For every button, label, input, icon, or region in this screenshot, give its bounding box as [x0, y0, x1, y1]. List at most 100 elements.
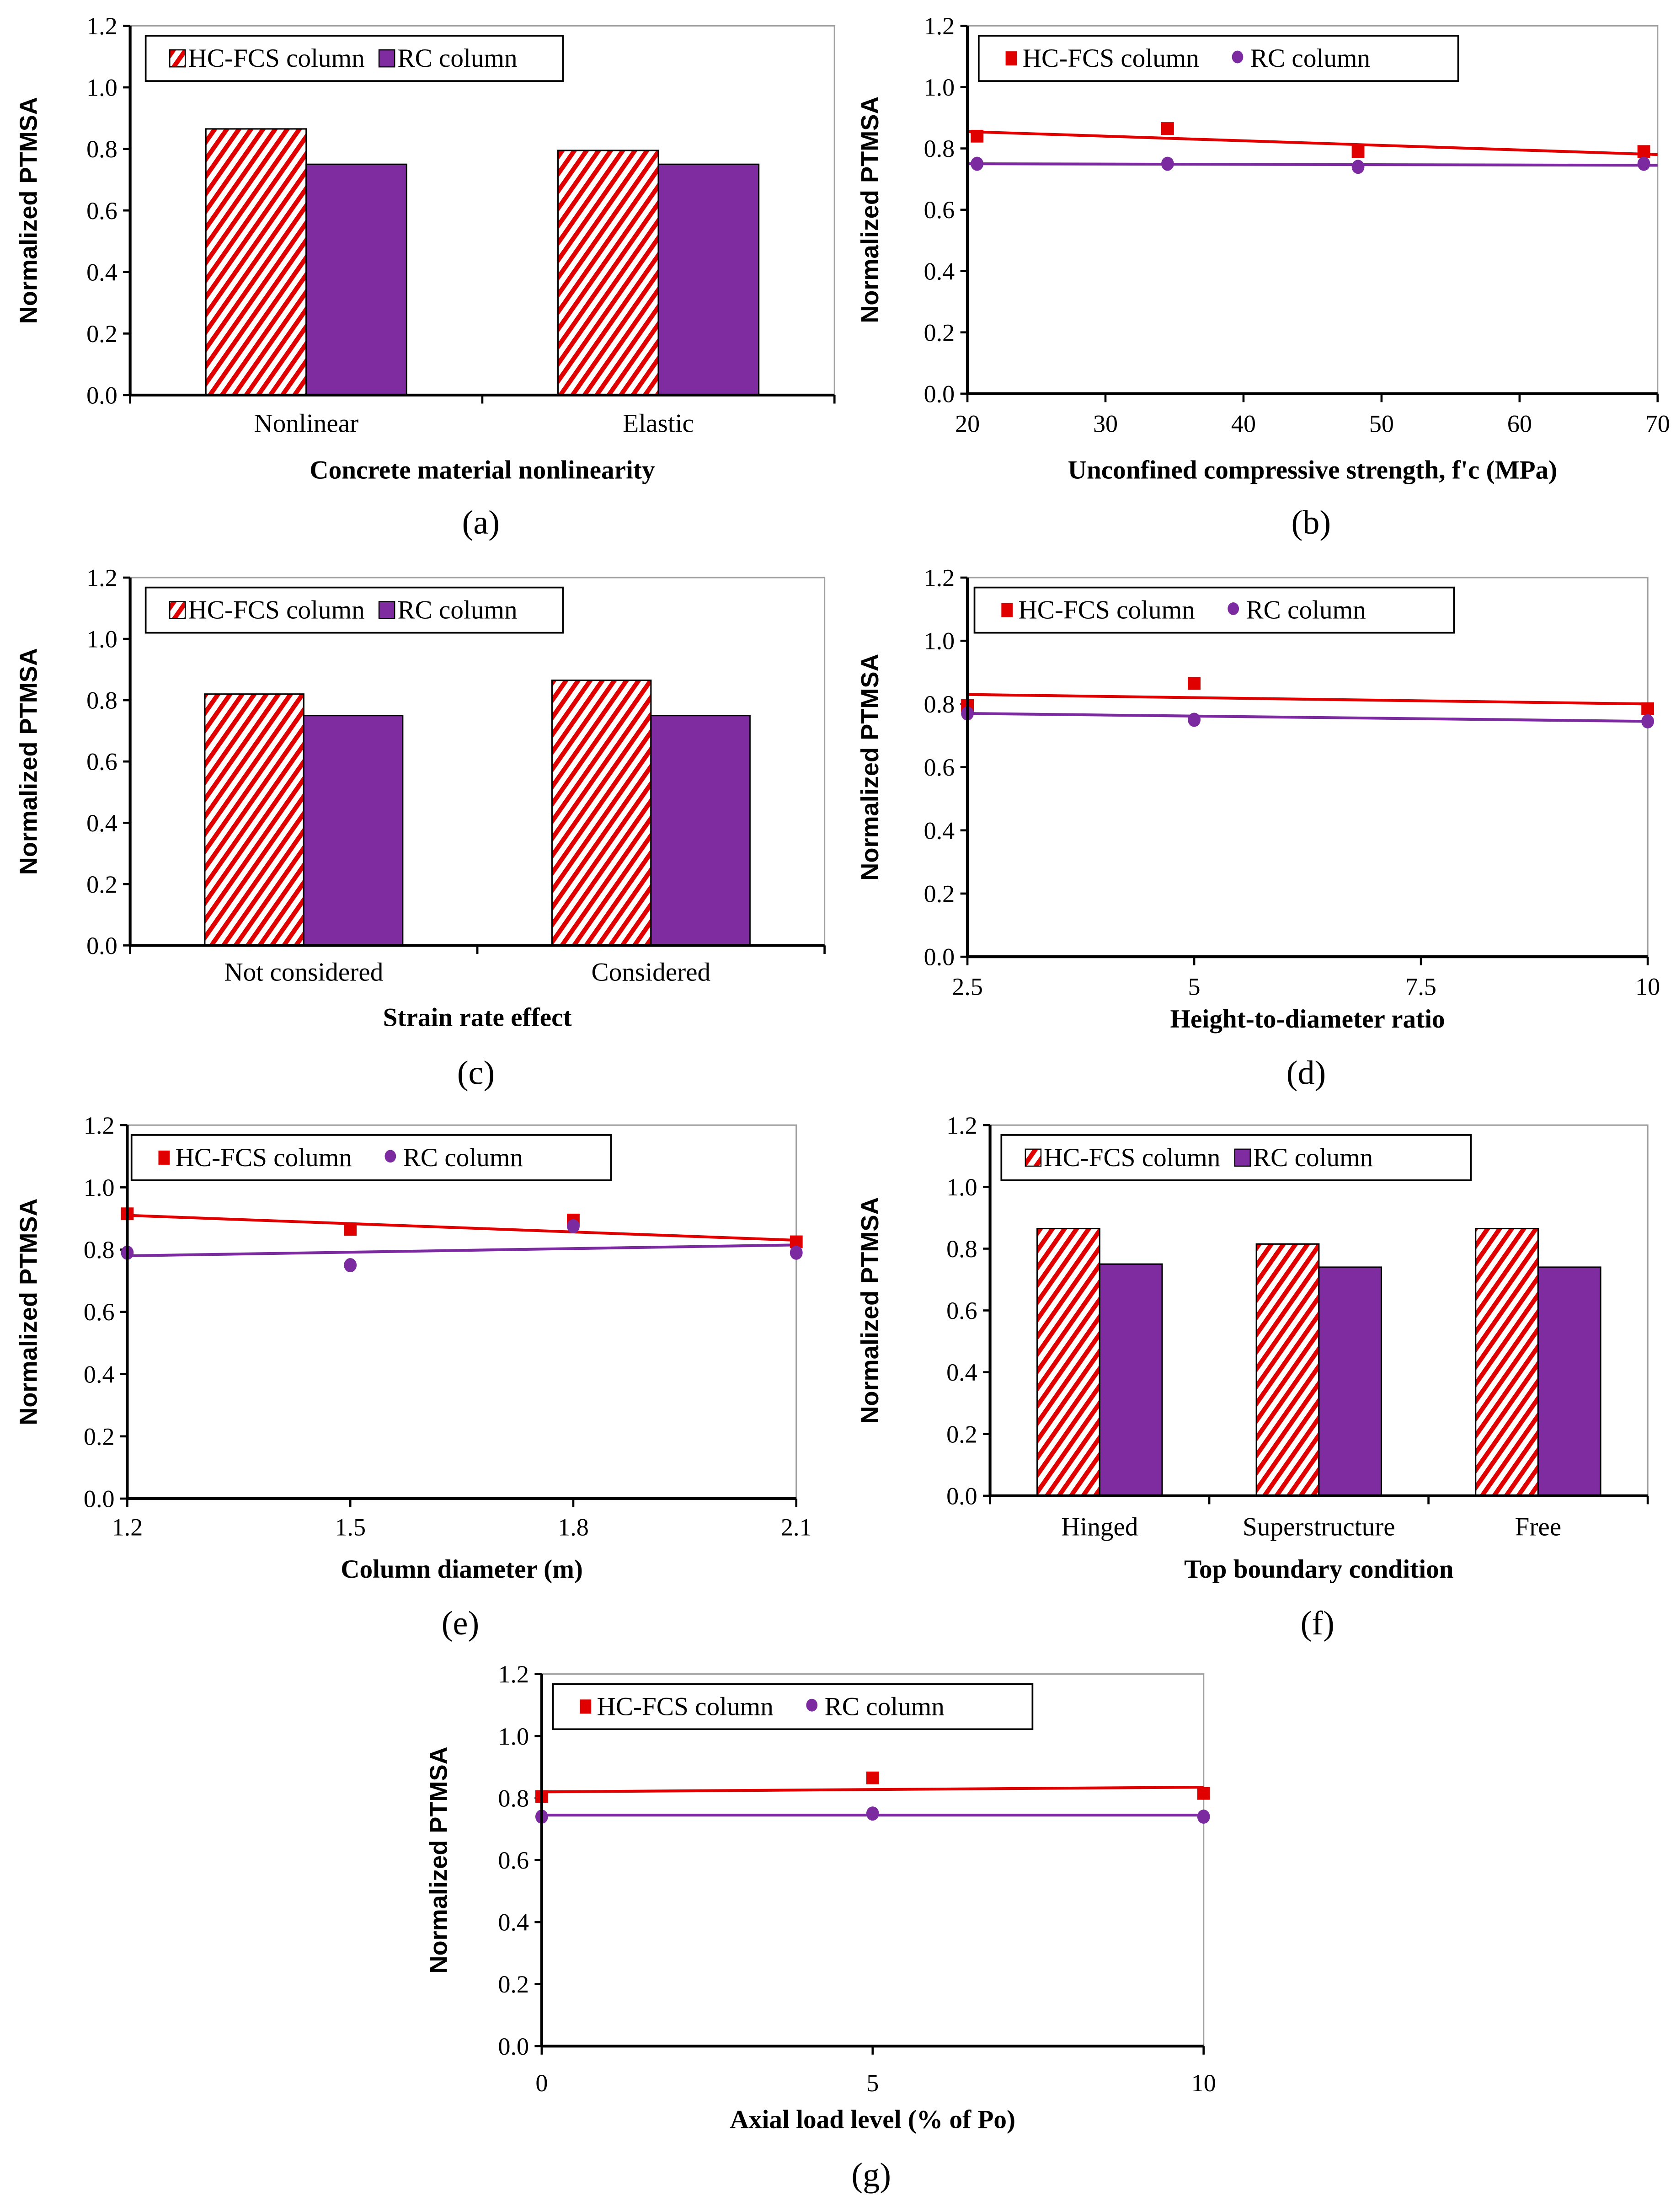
legend-marker-rc: [1228, 602, 1239, 615]
trendline-hcfcs: [967, 693, 1648, 706]
x-axis-label: Unconfined compressive strength, f'c (MP…: [1068, 455, 1558, 484]
y-tick-label: 1.0: [498, 1723, 529, 1750]
data-point-hcfcs: [1197, 1787, 1210, 1800]
plot-area: [966, 25, 1659, 395]
x-tick-label: 5: [866, 2069, 879, 2097]
legend-box: [552, 1683, 1034, 1730]
data-point-hcfcs: [1637, 145, 1650, 158]
y-tick-label: 0.8: [498, 1784, 529, 1812]
y-tick-label: 1.0: [924, 627, 955, 655]
chart-panel-c: 0.0 0.2 0.4 0.6 0.8 1.0 1.2 Normalized PTMSA Not…: [15, 564, 826, 1092]
x-axis-label: Strain rate effect: [383, 1003, 572, 1032]
y-axis-label: Normalized PTMSA: [856, 653, 884, 880]
legend-label-hcfcs: HC-FCS column: [188, 596, 364, 625]
data-point-rc: [1161, 156, 1174, 171]
data-point-rc: [1188, 712, 1201, 727]
y-tick-label: 0.2: [498, 1971, 529, 1998]
legend-label-rc: RC column: [397, 596, 517, 625]
trendline-hcfcs: [967, 130, 1658, 156]
legend-label-rc: RC column: [1246, 596, 1366, 625]
y-tick-label: 1.0: [924, 74, 955, 101]
legend-marker-rc: [384, 1150, 396, 1163]
data-point-rc: [790, 1245, 803, 1260]
y-tick-label: 0.2: [84, 1423, 115, 1450]
legend-swatch-hcfcs: [169, 601, 186, 619]
chart-panel-g: 0.0 0.2 0.4 0.6 0.8 1.0 1.2 Normalized PTMSA 0 5 1…: [425, 1660, 1216, 2194]
y-axis-label: Normalized PTMSA: [15, 648, 42, 875]
chart-panel-a: 0.0 0.2 0.4 0.6 0.8 1.0 1.2 Normalized PTMSA Non…: [15, 12, 836, 541]
y-tick-label: 0.6: [946, 1297, 977, 1324]
legend-swatch-hcfcs: [1025, 1148, 1042, 1167]
x-tick-label: 20: [955, 410, 980, 437]
plot-area: [126, 1124, 797, 1500]
y-axis-label: Normalized PTMSA: [15, 97, 42, 324]
x-tick-label: 1.2: [112, 1513, 143, 1541]
legend-swatch-rc: [378, 49, 395, 68]
x-tick-label: 7.5: [1405, 973, 1436, 1001]
y-tick-label: 0.6: [86, 197, 117, 225]
category-label: Free: [1515, 1512, 1562, 1541]
bar-rc: [1537, 1266, 1601, 1497]
legend-box: [977, 35, 1459, 82]
y-tick-label: 1.0: [86, 626, 117, 653]
y-tick-label: 0.2: [946, 1420, 977, 1448]
panel-label: (g): [851, 2157, 891, 2194]
panel-label: (e): [442, 1605, 479, 1642]
plot-area: [966, 577, 1649, 958]
x-tick-label: 70: [1645, 410, 1670, 437]
category-label: Considered: [592, 958, 711, 987]
legend-label-hcfcs: HC-FCS column: [188, 44, 364, 73]
legend-label-hcfcs: HC-FCS column: [176, 1143, 352, 1172]
x-tick-label: 10: [1191, 2069, 1216, 2097]
plot-area: [541, 1673, 1205, 2047]
y-tick-label: 0.4: [86, 258, 117, 286]
y-tick-label: 1.0: [84, 1174, 115, 1201]
bar-hcfcs: [1255, 1243, 1320, 1497]
data-point-hcfcs: [1351, 145, 1365, 158]
chart-panel-b: 0.0 0.2 0.4 0.6 0.8 1.0 1.2 Normalized PTMSA 20 3…: [856, 12, 1670, 541]
x-axis-label: Top boundary condition: [1184, 1555, 1453, 1584]
legend-label-hcfcs: HC-FCS column: [597, 1692, 774, 1721]
y-tick-label: 0.4: [84, 1360, 115, 1388]
y-tick-label: 0.6: [924, 196, 955, 224]
bar-rc: [303, 715, 404, 946]
legend-label-rc: RC column: [1250, 44, 1370, 73]
y-tick-label: 0.2: [924, 319, 955, 346]
y-axis-label: Normalized PTMSA: [856, 96, 884, 323]
y-tick-label: 1.2: [86, 564, 117, 592]
trendline-rc: [967, 162, 1658, 167]
y-tick-label: 0.0: [86, 381, 117, 409]
y-tick-label: 1.2: [924, 12, 955, 40]
data-point-rc: [1351, 160, 1365, 174]
legend-box: [144, 35, 564, 82]
x-tick-label: 1.8: [558, 1513, 589, 1541]
trendline-rc: [127, 1243, 796, 1258]
panel-label: (c): [457, 1055, 495, 1092]
legend-marker-hcfcs: [580, 1699, 592, 1714]
y-tick-label: 0.6: [86, 748, 117, 776]
category-label: Nonlinear: [254, 409, 358, 438]
data-point-hcfcs: [1641, 702, 1655, 715]
legend-label-hcfcs: HC-FCS column: [1044, 1143, 1220, 1172]
data-point-rc: [1637, 156, 1650, 171]
x-tick-label: 2.1: [781, 1513, 812, 1541]
x-tick-label: 30: [1093, 410, 1118, 437]
bar-hcfcs: [1036, 1227, 1100, 1497]
y-tick-label: 1.0: [86, 74, 117, 102]
data-point-rc: [971, 156, 984, 171]
x-axis-label: Axial load level (% of Po): [730, 2105, 1016, 2134]
legend: HC-FCS column RC column: [1000, 1134, 1472, 1181]
chart-panel-d: 0.0 0.2 0.4 0.6 0.8 1.0 1.2 Normalized PTMSA 2.5…: [856, 564, 1660, 1092]
legend-label-hcfcs: HC-FCS column: [1023, 44, 1199, 73]
y-tick-label: 1.2: [86, 12, 117, 40]
y-axis-label: Normalized PTMSA: [15, 1199, 42, 1425]
legend-label-rc: RC column: [403, 1143, 523, 1172]
x-tick-label: 50: [1369, 410, 1394, 437]
data-point-rc: [866, 1806, 879, 1821]
bar-rc: [657, 163, 760, 396]
legend-swatch-hcfcs: [169, 49, 186, 68]
legend: HC-FCS column RC column: [552, 1683, 1034, 1730]
x-tick-label: 5: [1188, 973, 1201, 1001]
bar-hcfcs: [557, 150, 659, 396]
